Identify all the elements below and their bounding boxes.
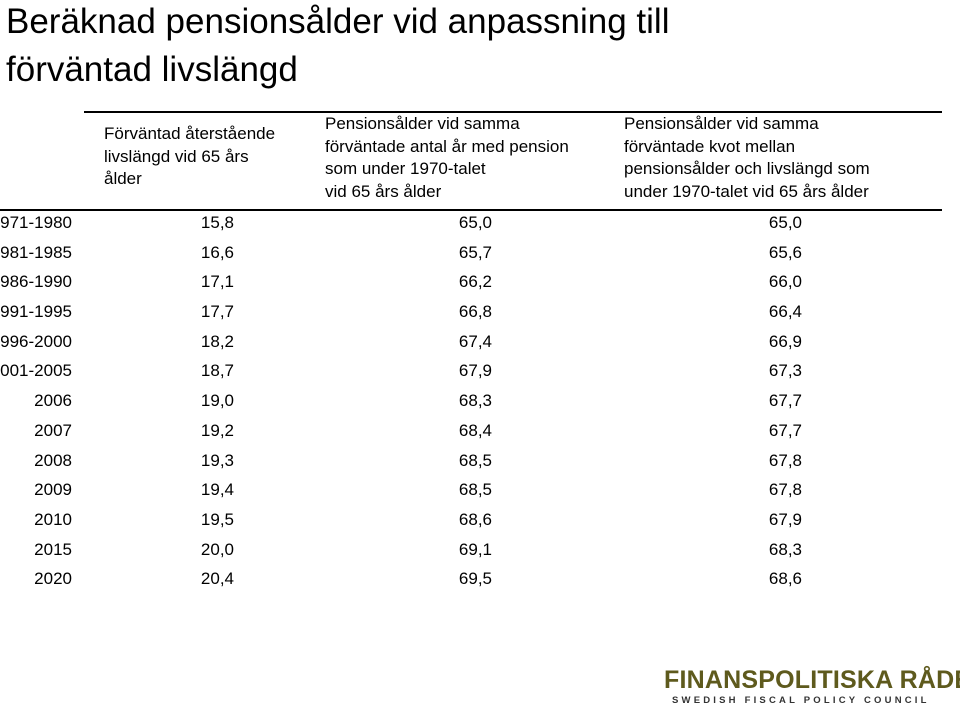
cell-period: 2009 [34, 480, 72, 500]
table-row: 2001-2005 18,7 67,9 67,3 [0, 356, 942, 386]
logo: FINANSPOLITISKA RÅDET SWEDISH FISCAL POL… [664, 666, 960, 708]
cell-same-ratio: 67,8 [768, 450, 802, 470]
table-row: 1991-1995 17,7 66,8 66,4 [0, 297, 942, 327]
cell-same-ratio: 66,0 [768, 272, 802, 292]
page-title: Beräknad pensionsålder vid anpassning ti… [6, 0, 946, 94]
cell-remaining-life: 19,2 [200, 420, 234, 440]
cell-period: 1986-1990 [0, 272, 72, 292]
table-row: 1981-1985 16,6 65,7 65,6 [0, 238, 942, 268]
cell-period: 2001-2005 [0, 361, 72, 381]
cell-same-years: 68,4 [458, 420, 492, 440]
cell-same-years: 68,5 [458, 480, 492, 500]
cell-remaining-life: 19,4 [200, 480, 234, 500]
cell-period: 1996-2000 [0, 331, 72, 351]
cell-remaining-life: 17,7 [200, 302, 234, 322]
column-header-remaining-life: Förväntad återstående livslängd vid 65 å… [104, 123, 275, 191]
header-line: pensionsålder och livslängd som [624, 159, 870, 178]
cell-same-years: 68,5 [458, 450, 492, 470]
cell-same-years: 65,7 [458, 242, 492, 262]
cell-same-ratio: 68,6 [768, 569, 802, 589]
header-line: vid 65 års ålder [325, 181, 442, 201]
cell-period: 2015 [34, 539, 72, 559]
cell-remaining-life: 15,8 [200, 213, 234, 232]
cell-same-ratio: 67,9 [768, 509, 802, 529]
header-line: Pensionsålder vid samma [325, 114, 520, 133]
column-header-same-ratio: Pensionsålder vid samma förväntade kvot … [624, 113, 870, 203]
cell-same-ratio: 65,6 [768, 242, 802, 262]
header-line: under 1970-talet vid 65 års ålder [624, 181, 869, 201]
page-title-line-1: Beräknad pensionsålder vid anpassning ti… [6, 2, 670, 41]
cell-same-years: 69,5 [458, 569, 492, 589]
cell-same-ratio: 67,3 [768, 361, 802, 381]
cell-same-ratio: 67,7 [768, 391, 802, 411]
cell-same-ratio: 66,4 [768, 302, 802, 322]
cell-same-ratio: 66,9 [768, 331, 802, 351]
header-line: livslängd vid 65 års [104, 146, 249, 166]
header-line: som under 1970-talet [325, 159, 486, 178]
column-header-same-years: Pensionsålder vid samma förväntade antal… [325, 113, 569, 203]
cell-period: 1991-1995 [0, 302, 72, 322]
cell-period: 2010 [34, 509, 72, 529]
table-row: 2020 20,4 69,5 68,6 [0, 564, 942, 594]
page-title-line-2: förväntad livslängd [6, 50, 298, 89]
cell-remaining-life: 19,5 [200, 509, 234, 529]
cell-same-ratio: 67,8 [768, 480, 802, 500]
cell-period: 2007 [34, 420, 72, 440]
table-row: 2008 19,3 68,5 67,8 [0, 446, 942, 476]
cell-remaining-life: 17,1 [200, 272, 234, 292]
table-row: 2007 19,2 68,4 67,7 [0, 416, 942, 446]
logo-name: FINANSPOLITISKA RÅDET [664, 666, 960, 694]
header-line: förväntade antal år med pension [325, 136, 569, 156]
cell-remaining-life: 19,0 [200, 391, 234, 411]
cell-same-years: 67,9 [458, 361, 492, 381]
cell-remaining-life: 18,2 [200, 331, 234, 351]
header-line: Pensionsålder vid samma [624, 114, 819, 133]
cell-period: 2008 [34, 450, 72, 470]
cell-period: 2006 [34, 391, 72, 411]
cell-same-years: 65,0 [458, 213, 492, 232]
cell-same-years: 68,6 [458, 509, 492, 529]
table-top-rule [84, 111, 942, 113]
cell-remaining-life: 20,0 [200, 539, 234, 559]
cell-remaining-life: 19,3 [200, 450, 234, 470]
cell-same-years: 66,8 [458, 302, 492, 322]
cell-same-years: 69,1 [458, 539, 492, 559]
cell-period: 1981-1985 [0, 242, 72, 262]
header-line: Förväntad återstående [104, 124, 276, 143]
cell-remaining-life: 20,4 [200, 569, 234, 589]
cell-period: 1971-1980 [0, 213, 72, 232]
logo-subtitle: SWEDISH FISCAL POLICY COUNCIL [672, 695, 930, 706]
cell-period: 2020 [34, 569, 72, 589]
cell-remaining-life: 16,6 [200, 242, 234, 262]
cell-remaining-life: 18,7 [200, 361, 234, 381]
table-row: 2006 19,0 68,3 67,7 [0, 386, 942, 416]
cell-same-years: 68,3 [458, 391, 492, 411]
table-header-rule [0, 209, 942, 211]
header-line: ålder [104, 169, 142, 188]
table-row: 2009 19,4 68,5 67,8 [0, 475, 942, 505]
cell-same-years: 66,2 [458, 272, 492, 292]
table-row: 1996-2000 18,2 67,4 66,9 [0, 327, 942, 357]
table-body: 1971-1980 15,8 65,0 65,0 1981-1985 16,6 … [0, 208, 942, 594]
table-row: 2015 20,0 69,1 68,3 [0, 535, 942, 565]
cell-same-ratio: 68,3 [768, 539, 802, 559]
header-line: förväntade kvot mellan [624, 136, 796, 156]
cell-same-ratio: 65,0 [768, 213, 802, 232]
table-row: 2010 19,5 68,6 67,9 [0, 505, 942, 535]
table-row: 1986-1990 17,1 66,2 66,0 [0, 267, 942, 297]
cell-same-ratio: 67,7 [768, 420, 802, 440]
cell-same-years: 67,4 [458, 331, 492, 351]
table-row: 1971-1980 15,8 65,0 65,0 [0, 208, 942, 238]
